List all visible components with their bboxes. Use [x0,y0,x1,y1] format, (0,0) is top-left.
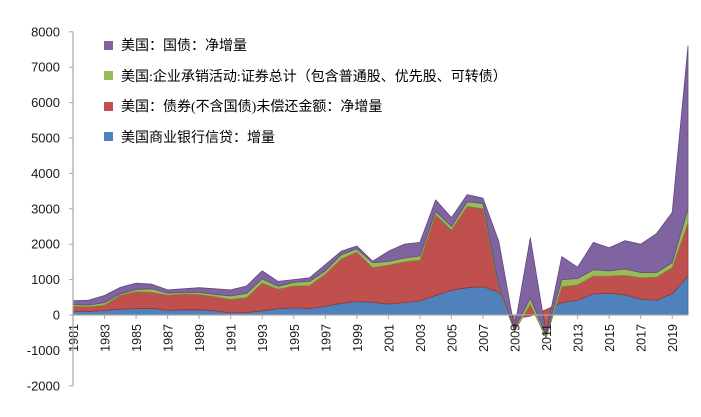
y-axis-tick-label: 5000 [31,131,60,146]
y-axis-tick-label: 1000 [31,272,60,287]
x-axis-tick-label: 2003 [414,324,428,352]
area-series-treasury-net [72,45,689,336]
x-axis-tick-label: 1999 [351,324,365,352]
x-axis-tick-label: 2011 [540,324,554,351]
x-axis-tick-label: 2009 [509,324,523,352]
x-axis-tick-label: 1991 [225,324,239,352]
legend-item: 美国：债券(不含国债)未偿还金额：净增量 [104,91,507,122]
y-axis-tick-label: -2000 [27,378,60,393]
x-axis-tick-label: 1997 [319,324,333,352]
y-axis-tick-label: 7000 [31,60,60,75]
x-axis-tick-label: 2013 [572,324,586,352]
x-axis-tick-label: 1983 [99,324,113,352]
legend-item: 美国：国债：净增量 [104,30,507,61]
legend-label: 美国商业银行信贷：增量 [121,130,275,146]
chart-legend: 美国：国债：净增量美国:企业承销活动:证券总计（包含普通股、优先股、可转债） 美国… [104,30,507,152]
x-axis-tick-label: 2019 [666,324,680,352]
x-axis-tick-label: 2017 [635,324,649,352]
x-axis-tick-label: 1989 [193,324,207,352]
y-axis-tick-label: 6000 [31,95,60,110]
y-axis-tick-label: 8000 [31,24,60,39]
x-axis-tick-label: 1987 [162,324,176,352]
y-axis-tick-label: 3000 [31,201,60,216]
x-axis-tick-label: 2007 [477,324,491,352]
legend-label: 美国:企业承销活动:证券总计（包含普通股、优先股、可转债） [121,69,507,85]
y-axis-tick-label: 0 [53,308,60,323]
x-axis-tick-label: 2001 [382,324,396,352]
y-axis-tick-label: 4000 [31,166,60,181]
legend-label: 美国：国债：净增量 [121,39,247,55]
x-axis-tick-label: 1985 [130,324,144,352]
legend-swatch-icon [104,71,113,81]
legend-swatch-icon [104,40,113,50]
legend-swatch-icon [104,132,113,142]
y-axis-tick-label: -1000 [27,343,60,358]
x-axis-tick-label: 1993 [256,324,270,352]
x-axis-tick-label: 1981 [67,324,81,352]
y-axis-tick-label: 2000 [31,237,60,252]
legend-item: 美国:企业承销活动:证券总计（包含普通股、优先股、可转债） [104,61,507,92]
legend-swatch-icon [104,101,113,111]
x-axis-tick-label: 1995 [288,324,302,352]
x-axis-tick-label: 2005 [445,324,459,352]
legend-item: 美国商业银行信贷：增量 [104,122,507,153]
x-axis-tick-label: 2015 [603,324,617,352]
legend-label: 美国：债券(不含国债)未偿还金额：净增量 [121,100,383,116]
